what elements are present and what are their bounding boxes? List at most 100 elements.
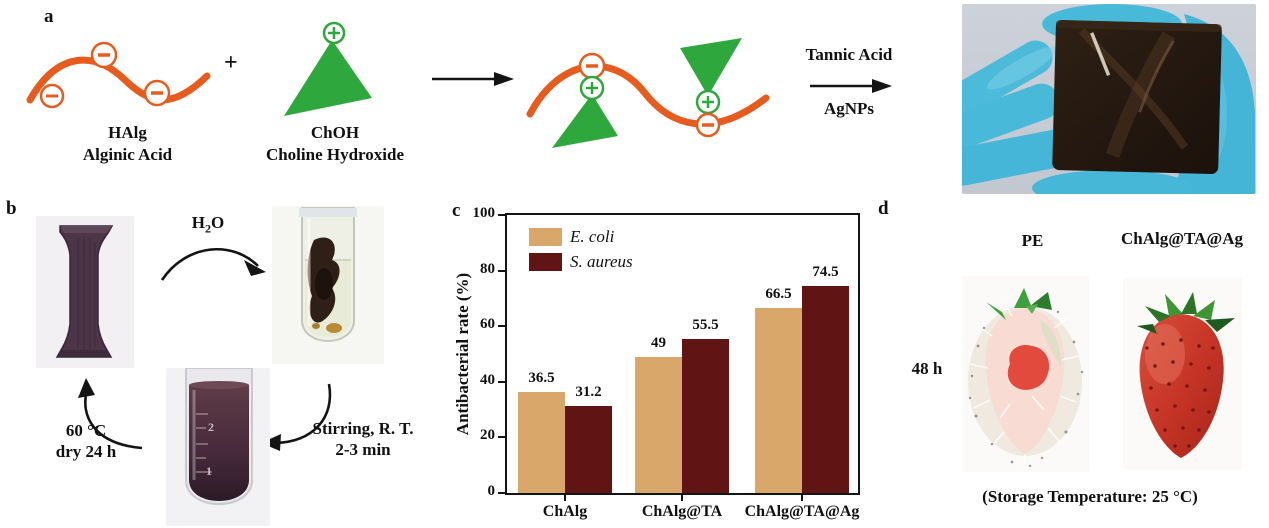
stirring-time: 2-3 min [335,440,391,460]
y-axis-tick [498,380,505,383]
bar-value-label: 66.5 [765,286,792,303]
h2o-subscript: 2 [205,221,211,236]
y-tick-label: 40 [480,371,495,388]
strawberry-calyx [1137,292,1235,334]
negative-charge-icon [578,52,606,80]
negative-charge-icon [695,112,721,138]
dried-stick-photo [36,216,134,368]
choh-schematic [284,21,372,116]
moldy-strawberry-illustration [962,276,1089,472]
x-axis-tick [564,495,566,501]
negative-charge-icon [39,83,65,109]
legend-label-ecoli: E. coli [570,227,615,246]
category-label: ChAlg@TA [641,503,723,520]
curved-arrow-up-icon [78,378,143,450]
mold-spores [968,310,1084,468]
y-tick-label: 0 [487,483,496,499]
tube-graduation-2: 2 [208,420,214,434]
bar-saureus-chalg@ta@ag [802,285,849,493]
choline-triangle [552,94,618,148]
glove-film-illustration [962,4,1256,194]
bar-value-label: 31.2 [575,384,602,401]
legend-swatch-saureus [529,253,562,271]
category-label: ChAlg@TA@Ag [744,503,860,520]
timepoint-row-label: 48 h [911,359,943,378]
reaction-arrow-icon [432,72,514,86]
category-label: ChAlg [542,503,588,520]
y-axis-tick [498,214,505,216]
y-axis-label: Antibacterial rate (%) [453,272,472,436]
moldy-strawberry-photo [962,276,1089,472]
positive-charge-icon [579,75,605,101]
halg-label: HAlg Alginic Acid [40,122,215,166]
halg-name: Alginic Acid [82,145,173,165]
y-tick-label: 80 [480,260,495,277]
y-tick-label: 100 [472,205,496,221]
bar-saureus-chalg [565,406,612,493]
agnps-label: AgNPs [823,99,875,118]
halg-abbr: HAlg [108,123,147,142]
panel-b-label: b [6,198,17,219]
storage-caption: (Storage Temperature: 25 °C) [982,487,1198,506]
y-tick-label: 20 [480,427,495,444]
drying-step-label: 60 °C dry 24 h [30,420,142,463]
legend-label-saureus: S. aureus [570,252,633,271]
plus-operator: + [224,50,238,76]
strawberry-leaves [986,288,1052,320]
halg-polymer-schematic [26,41,211,109]
strawberry-seeds [1145,338,1215,448]
pe-column-header: PE [1021,231,1044,250]
curved-arrow-down-left-icon [261,383,332,451]
bar-ecoli-chalg [518,391,565,493]
panel-a-label: a [44,6,54,27]
choh-abbr: ChOH [310,123,360,142]
positive-charge-icon [322,21,346,45]
legend-item-ecoli: E. coli [529,227,633,247]
bar-value-label: 49 [651,334,666,351]
drying-time: dry 24 h [55,442,117,462]
choh-name: Choline Hydroxide [265,145,405,165]
choline-triangle [284,40,372,116]
negative-charge-icon [90,41,118,69]
fresh-strawberry-illustration [1123,278,1242,470]
panel-c-label: c [452,200,461,221]
x-axis-tick [801,495,803,501]
reaction-arrow-icon [810,79,892,93]
bar-saureus-chalg@ta [682,338,729,493]
h2o-label: H2O [172,212,244,236]
x-axis-tick [681,495,683,501]
chart-legend: E. coli S. aureus [529,227,633,277]
curved-arrow-right-icon [160,247,266,281]
polymer-chain-curve [526,62,770,128]
mold-filaments [969,301,1079,469]
dried-stick-illustration [36,216,134,368]
choh-label: ChOH Choline Hydroxide [235,122,435,166]
positive-charge-icon [695,89,721,115]
y-axis-tick [498,492,505,494]
y-tick-label: 60 [480,316,495,333]
swollen-film-tube-illustration [272,206,384,364]
polymer-chain-curve [26,56,211,104]
tannic-acid-label: Tannic Acid [805,45,893,64]
solution-tube-photo: 2 1 [166,368,270,526]
y-axis-tick [498,436,505,439]
bar-ecoli-chalg@ta@ag [755,308,802,493]
panel-d-label: d [878,198,889,219]
h2o-tail: O [211,213,225,232]
legend-item-saureus: S. aureus [529,252,633,272]
chalg-column-header: ChAlg@TA@Ag [1121,229,1243,248]
film-on-glove-photo [962,4,1256,194]
drying-temperature: 60 °C [65,421,107,440]
stirring-step-label: Stirring, R. T. 2-3 min [302,418,424,461]
h2o-base: H [191,213,205,232]
swollen-film-tube-photo [272,206,384,364]
fresh-strawberry-photo [1123,278,1242,470]
dark-film [1052,20,1222,175]
bar-value-label: 74.5 [812,263,839,280]
y-axis-tick [498,269,505,272]
chalg-complex-schematic [526,38,770,148]
tube-graduation-1: 1 [206,464,212,478]
dark-red-solution [189,385,249,501]
bar-ecoli-chalg@ta [635,356,682,493]
